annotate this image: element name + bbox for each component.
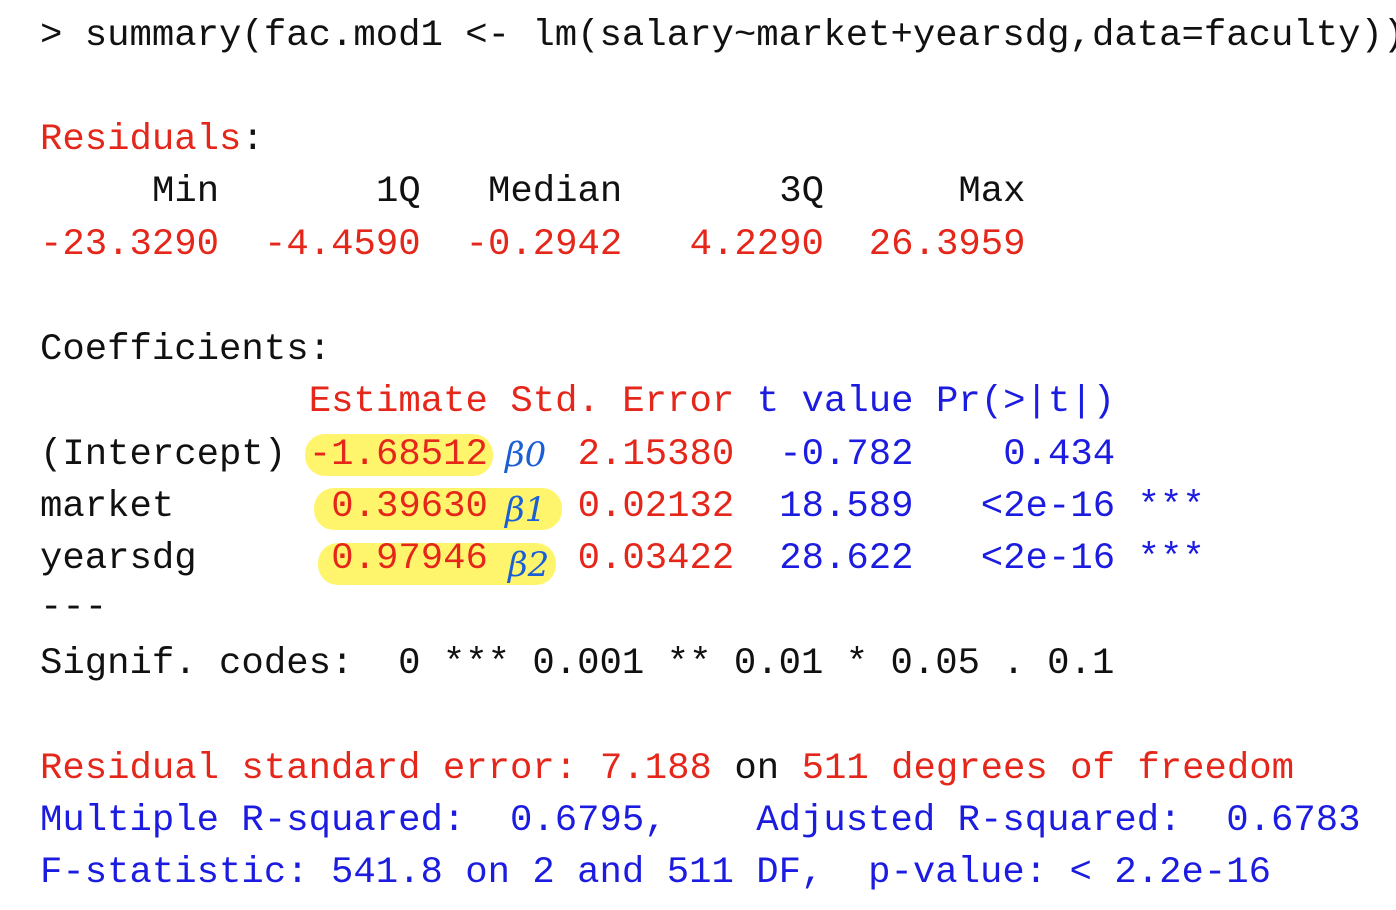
section-label: Residuals [40,119,242,161]
column-header: 1Q [376,171,421,213]
residual-value: -0.2942 [465,224,623,266]
residual-se-label: Residual standard error: [40,748,578,790]
highlight [305,434,493,476]
estimate: -1.68512 [308,434,488,476]
p-value: <2e-16 [980,486,1116,528]
column-header: Std. Error [510,381,735,423]
std-error: 0.03422 [577,538,735,580]
residual-se-df: 511 degrees of freedom [801,748,1294,790]
column-header: t value [756,381,914,423]
column-header: Min [152,171,220,213]
column-header: Max [958,171,1026,213]
residual-value: -4.4590 [264,224,421,266]
highlight [314,488,562,530]
residual-value: 26.3959 [868,224,1026,266]
column-header: Estimate [308,381,488,423]
significance: *** [1137,486,1205,528]
t-value: -0.782 [779,434,914,476]
row-label: market [40,486,175,528]
std-error: 2.15380 [577,434,735,476]
handwritten-annotation: β1 [505,490,547,530]
t-value: 28.622 [779,538,914,580]
punctuation: : [241,119,264,161]
residual-value: -23.3290 [40,224,220,266]
f-statistic: F-statistic: 541.8 on 2 and 511 DF, p-va… [40,852,1271,894]
estimate: 0.39630 [331,486,488,528]
residual-se-on: on [734,748,780,790]
row-label: yearsdg [40,538,197,580]
residual-se-value: 7.188 [600,748,712,790]
t-value: 18.589 [779,486,914,528]
column-header: Pr(>|t|) [936,381,1116,423]
section-label: Coefficients: [40,329,331,371]
handwritten-annotation: β0 [505,435,547,475]
column-header: 3Q [779,171,824,213]
r-squared: Multiple R-squared: 0.6795, Adjusted R-s… [40,800,1361,842]
p-value: <2e-16 [980,538,1116,580]
highlight [318,543,556,585]
signif-codes: Signif. codes: 0 *** 0.001 ** 0.01 * 0.0… [40,643,1115,685]
significance: *** [1137,538,1205,580]
command: > summary(fac.mod1 <- lm(salary~market+y… [40,15,1396,57]
p-value: 0.434 [1003,434,1116,476]
estimate: 0.97946 [331,538,488,580]
row-label: (Intercept) [40,434,287,476]
std-error: 0.02132 [577,486,735,528]
handwritten-annotation: β2 [508,545,550,585]
column-header: Median [488,171,623,213]
residual-value: 4.2290 [689,224,824,266]
separator: --- [40,587,108,629]
